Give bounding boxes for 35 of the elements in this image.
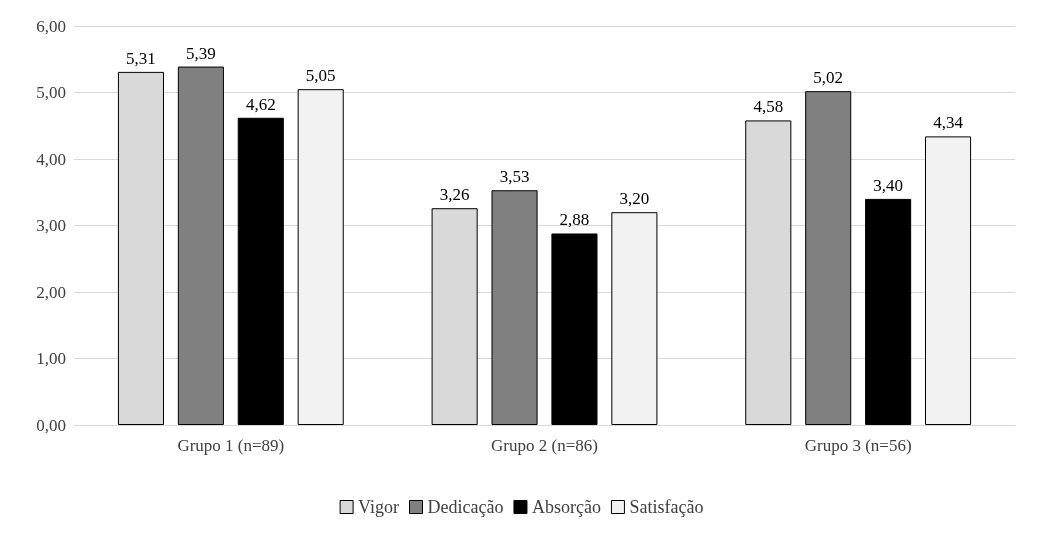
data-label: 3,53: [499, 167, 530, 187]
legend-label: Absorção: [531, 497, 601, 517]
data-label: 5,02: [813, 68, 844, 88]
data-label: 5,39: [186, 43, 216, 63]
bar: [865, 198, 912, 425]
bar: [551, 233, 598, 425]
data-label: 4,58: [753, 97, 784, 117]
y-tick-label: 3,00: [36, 216, 66, 235]
data-label: 4,62: [245, 94, 276, 114]
y-tick-label: 4,00: [36, 149, 66, 169]
bar: [237, 117, 284, 425]
y-tick-label: 6,00: [36, 16, 66, 36]
data-label: 3,26: [439, 185, 470, 205]
bar: [925, 136, 972, 425]
bar: [491, 190, 538, 425]
x-tick-label: Grupo 1 (n=89): [177, 436, 285, 455]
y-tick-label: 5,00: [36, 83, 66, 102]
y-tick-label: 2,00: [36, 282, 66, 302]
bar: [177, 66, 224, 425]
legend-label: Satisfação: [629, 497, 704, 517]
bar: [611, 212, 658, 425]
data-label: 2,88: [559, 210, 590, 230]
legend-label: Vigor: [358, 497, 400, 517]
data-label: 5,05: [305, 66, 336, 86]
bar: [297, 89, 344, 425]
y-tick-label: 1,00: [36, 349, 66, 368]
x-tick-label: Grupo 2 (n=86): [491, 436, 598, 455]
data-label: 4,34: [933, 113, 964, 133]
x-tick-label: Grupo 3 (n=56): [804, 436, 912, 455]
bar: [805, 91, 852, 425]
data-label: 3,40: [873, 175, 903, 195]
legend-label: Dedicação: [427, 497, 504, 517]
data-label: 5,31: [126, 48, 156, 68]
y-tick-label: 0,00: [36, 415, 66, 435]
data-label: 3,20: [619, 189, 650, 209]
